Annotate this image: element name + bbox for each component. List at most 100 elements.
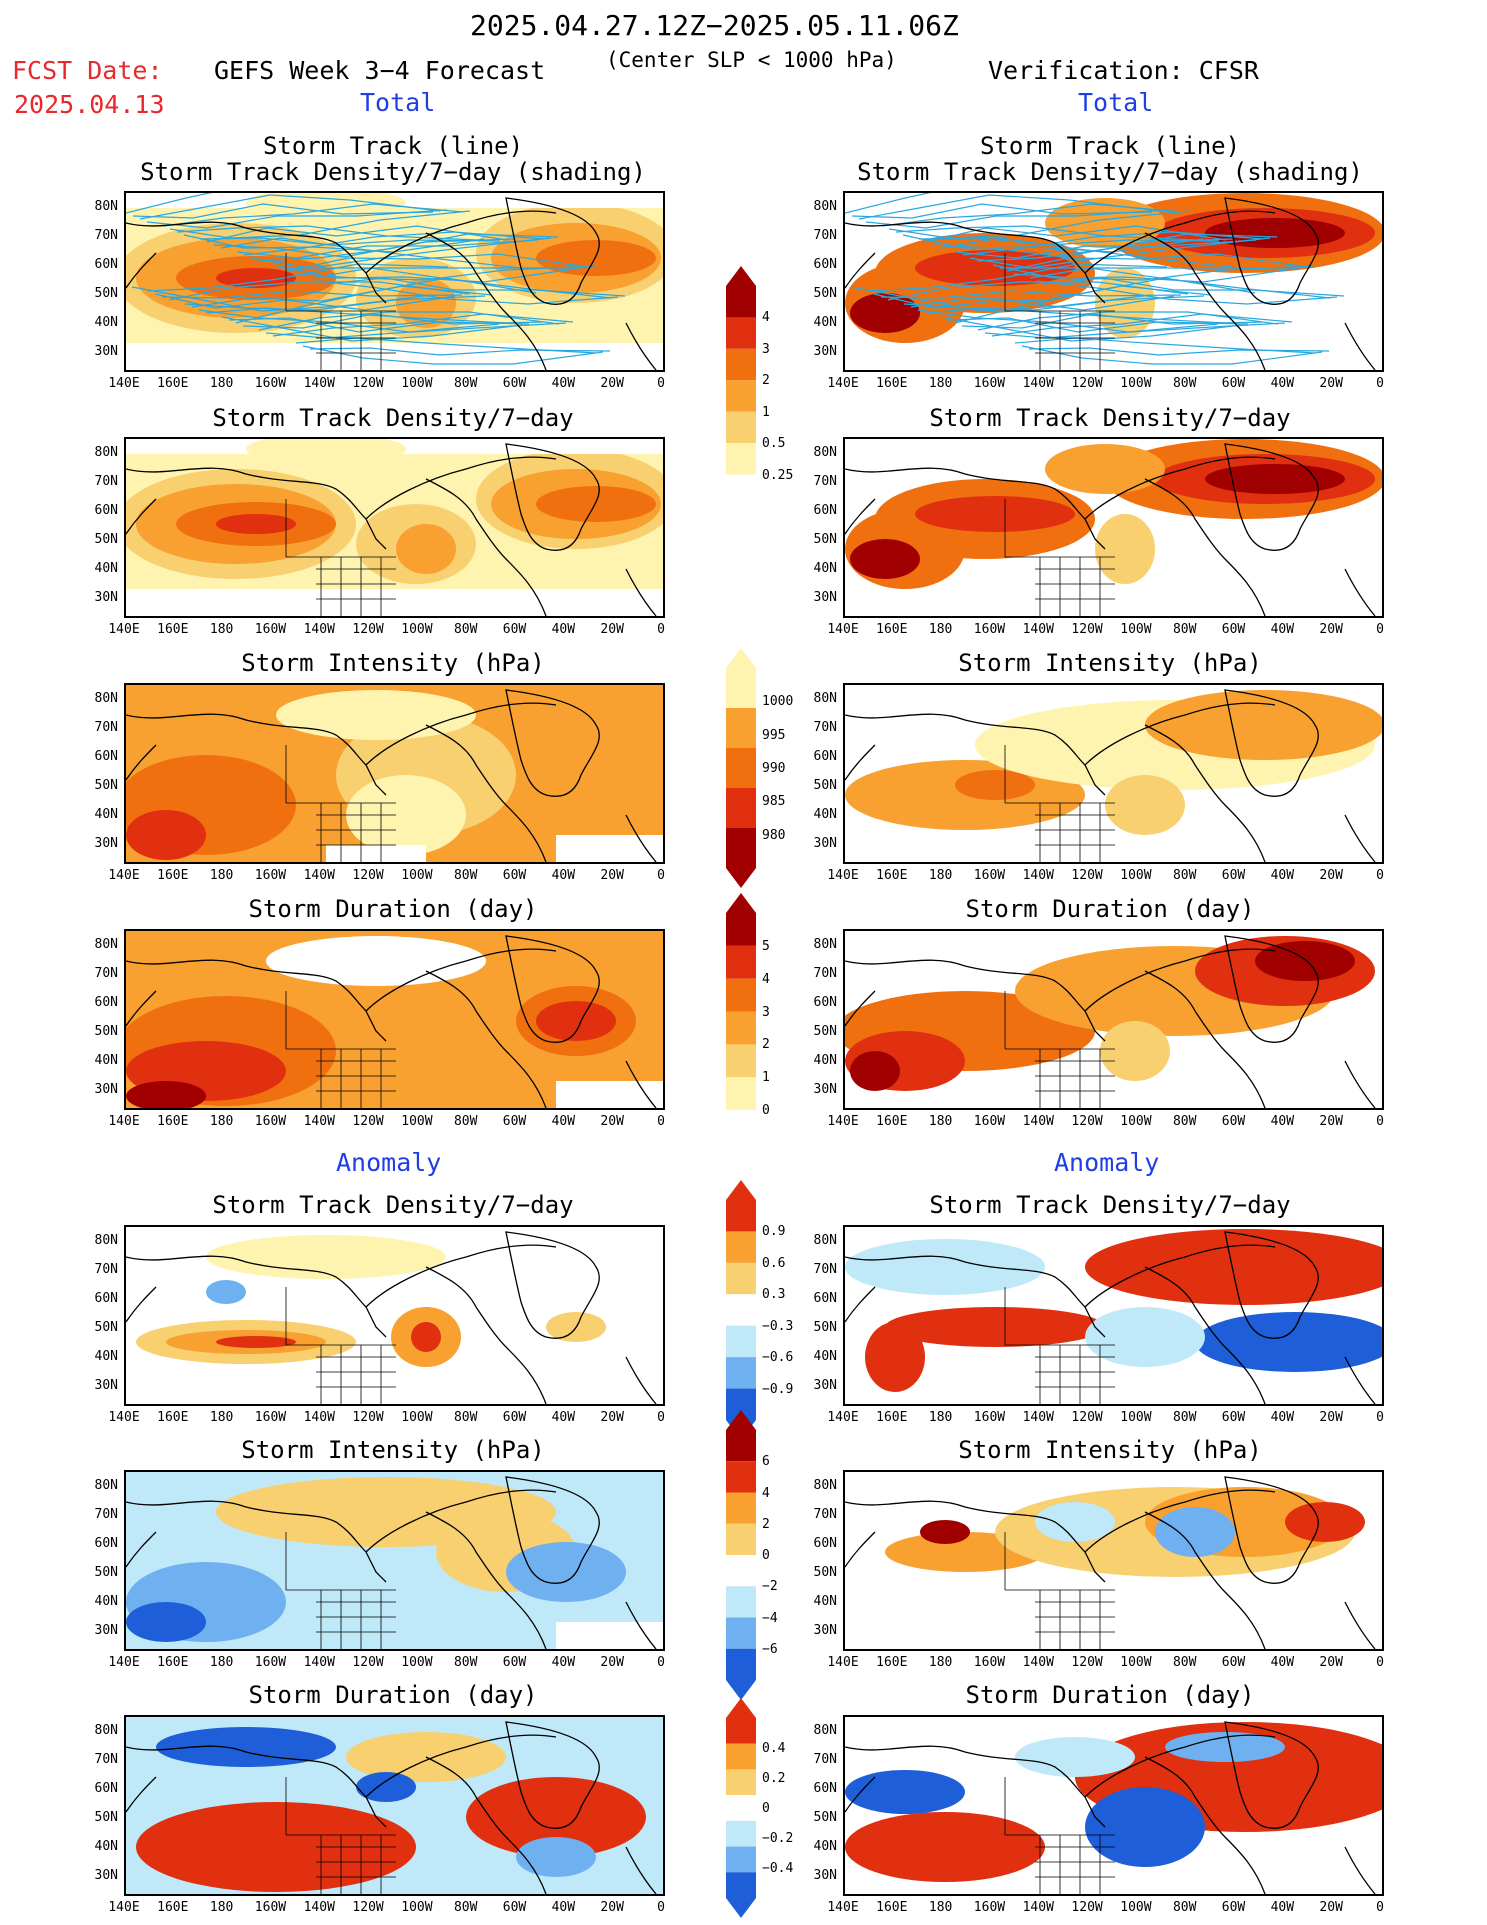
left-anomaly-label: Anomaly <box>336 1148 442 1177</box>
longitude-label: 100W <box>401 1655 433 1670</box>
latitude-label: 60N <box>94 995 118 1010</box>
longitude-label: 160E <box>876 1900 908 1915</box>
latitude-label: 40N <box>813 561 837 576</box>
longitude-label: 60W <box>1221 376 1246 391</box>
longitude-label: 0 <box>1376 1410 1384 1425</box>
latitude-label: 80N <box>813 199 837 214</box>
map-verification-storm-duration <box>843 929 1384 1110</box>
colorbar-tick-label: 3 <box>762 341 770 357</box>
forecast-period: 2025.04.27.12Z−2025.05.11.06Z <box>470 9 959 42</box>
longitude-label: 40W <box>551 1114 576 1129</box>
longitude-label: 80W <box>453 1655 478 1670</box>
colorbar-tick-label: −0.6 <box>762 1350 794 1366</box>
longitude-label: 120W <box>352 1410 384 1425</box>
longitude-label: 140W <box>1022 1410 1054 1425</box>
longitude-label: 160E <box>157 1655 189 1670</box>
longitude-label: 160E <box>157 376 189 391</box>
latitude-label: 80N <box>813 1233 837 1248</box>
latitude-label: 30N <box>94 1082 118 1097</box>
longitude-label: 160W <box>254 1900 287 1915</box>
fcst-date-value: 2025.04.13 <box>14 90 165 119</box>
map-forecast-density-anomaly <box>124 1225 665 1406</box>
latitude-label: 40N <box>94 1349 118 1364</box>
longitude-label: 20W <box>1319 868 1343 883</box>
map-forecast-storm-duration <box>124 929 665 1110</box>
right-anomaly-label: Anomaly <box>1054 1148 1160 1177</box>
longitude-label: 140W <box>1022 1114 1054 1129</box>
latitude-label: 80N <box>94 691 118 706</box>
longitude-label: 160W <box>973 622 1006 637</box>
longitude-label: 160E <box>876 1410 908 1425</box>
longitude-label: 160W <box>973 376 1006 391</box>
colorbar-tick-label: 0.2 <box>762 1771 786 1786</box>
longitude-label: 20W <box>1319 1114 1343 1129</box>
longitude-label: 0 <box>1376 1655 1384 1670</box>
longitude-label: 0 <box>657 376 665 391</box>
colorbar-tick-label: 5 <box>762 938 770 954</box>
latitude-label: 60N <box>94 1536 118 1551</box>
colorbar-tick-label: 3 <box>762 1004 770 1020</box>
longitude-label: 180 <box>928 376 953 391</box>
longitude-label: 40W <box>551 1900 576 1915</box>
longitude-label: 60W <box>502 1410 527 1425</box>
latitude-label: 40N <box>813 1594 837 1609</box>
longitude-label: 20W <box>600 868 624 883</box>
longitude-label: 80W <box>453 622 478 637</box>
latitude-label: 30N <box>813 1378 837 1393</box>
title-right-duration: Storm Duration (day) <box>965 895 1255 923</box>
map-verification-track-density <box>843 437 1384 618</box>
longitude-label: 140W <box>303 1655 335 1670</box>
latitude-label: 60N <box>94 1291 118 1306</box>
longitude-label: 80W <box>1172 1655 1197 1670</box>
longitude-label: 160W <box>254 1655 287 1670</box>
colorbar-tick-label: 0.3 <box>762 1287 786 1303</box>
latitude-label: 40N <box>813 1839 837 1854</box>
longitude-label: 160W <box>973 868 1006 883</box>
fcst-date-label: FCST Date: <box>12 56 163 85</box>
latitude-label: 60N <box>94 503 118 518</box>
map-forecast-duration-anomaly <box>124 1715 665 1896</box>
longitude-label: 100W <box>401 622 433 637</box>
longitude-label: 20W <box>1319 622 1343 637</box>
latitude-label: 80N <box>94 937 118 952</box>
longitude-label: 20W <box>600 376 624 391</box>
colorbar-tick-label: 0.25 <box>762 467 794 483</box>
latitude-label: 60N <box>94 1781 118 1796</box>
latitude-label: 50N <box>813 1320 837 1335</box>
longitude-label: 140E <box>108 1900 140 1915</box>
longitude-label: 100W <box>1120 1410 1152 1425</box>
map-verification-intensity-anomaly <box>843 1470 1384 1651</box>
longitude-label: 140W <box>1022 1655 1054 1670</box>
longitude-label: 20W <box>600 1900 624 1915</box>
longitude-label: 60W <box>1221 1655 1246 1670</box>
latitude-label: 80N <box>813 691 837 706</box>
colorbar-tick-label: −6 <box>762 1641 778 1657</box>
longitude-label: 160E <box>157 1410 189 1425</box>
longitude-label: 40W <box>1270 868 1295 883</box>
longitude-label: 120W <box>1071 376 1103 391</box>
map-forecast-intensity-anomaly <box>124 1470 665 1651</box>
map-forecast-track-density <box>124 437 665 618</box>
colorbar-tick-label: 4 <box>762 1485 770 1501</box>
map-verification-density-anomaly <box>843 1225 1384 1406</box>
longitude-label: 100W <box>401 1114 433 1129</box>
longitude-label: 100W <box>1120 1114 1152 1129</box>
longitude-label: 140W <box>303 1114 335 1129</box>
longitude-label: 160W <box>254 1410 287 1425</box>
latitude-label: 80N <box>94 199 118 214</box>
title-right-density-anom: Storm Track Density/7−day <box>929 1191 1291 1219</box>
longitude-label: 120W <box>1071 622 1103 637</box>
latitude-label: 50N <box>813 532 837 547</box>
latitude-label: 60N <box>813 1291 837 1306</box>
colorbar-tick-label: 1000 <box>762 694 794 710</box>
map-verification-storm-intensity <box>843 683 1384 864</box>
latitude-label: 40N <box>94 561 118 576</box>
longitude-label: 40W <box>551 376 576 391</box>
map-forecast-storm-track <box>124 191 665 372</box>
longitude-label: 120W <box>352 1114 384 1129</box>
colorbar-tick-label: 0.9 <box>762 1224 786 1240</box>
longitude-label: 120W <box>352 1655 384 1670</box>
longitude-label: 140E <box>827 868 859 883</box>
longitude-label: 160E <box>876 868 908 883</box>
longitude-label: 120W <box>352 868 384 883</box>
